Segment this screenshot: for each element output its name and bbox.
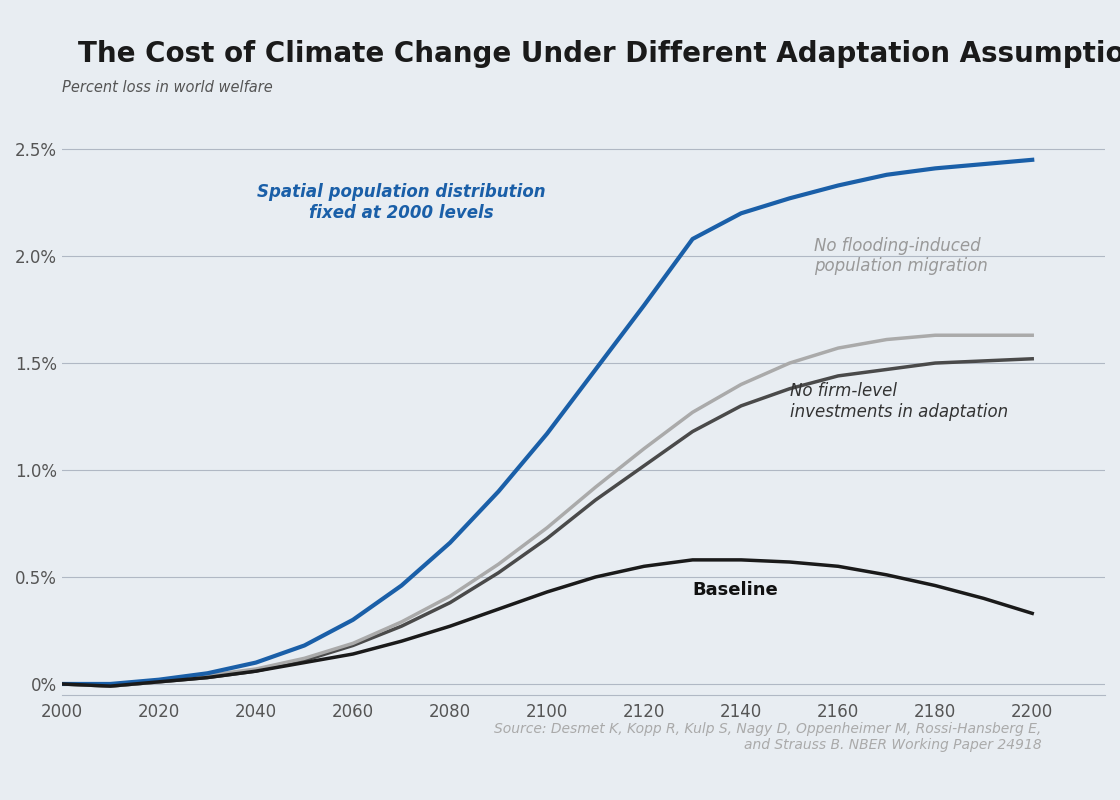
Text: The Cost of Climate Change Under Different Adaptation Assumptions: The Cost of Climate Change Under Differe… (78, 40, 1120, 68)
Text: Percent loss in world welfare: Percent loss in world welfare (62, 79, 272, 94)
Text: No flooding-induced
population migration: No flooding-induced population migration (814, 237, 988, 275)
Text: Baseline: Baseline (692, 581, 778, 599)
Text: Spatial population distribution
fixed at 2000 levels: Spatial population distribution fixed at… (258, 183, 545, 222)
Text: Source: Desmet K, Kopp R, Kulp S, Nagy D, Oppenheimer M, Rossi-Hansberg E,
and S: Source: Desmet K, Kopp R, Kulp S, Nagy D… (494, 722, 1042, 752)
Text: No firm-level
investments in adaptation: No firm-level investments in adaptation (790, 382, 1008, 421)
